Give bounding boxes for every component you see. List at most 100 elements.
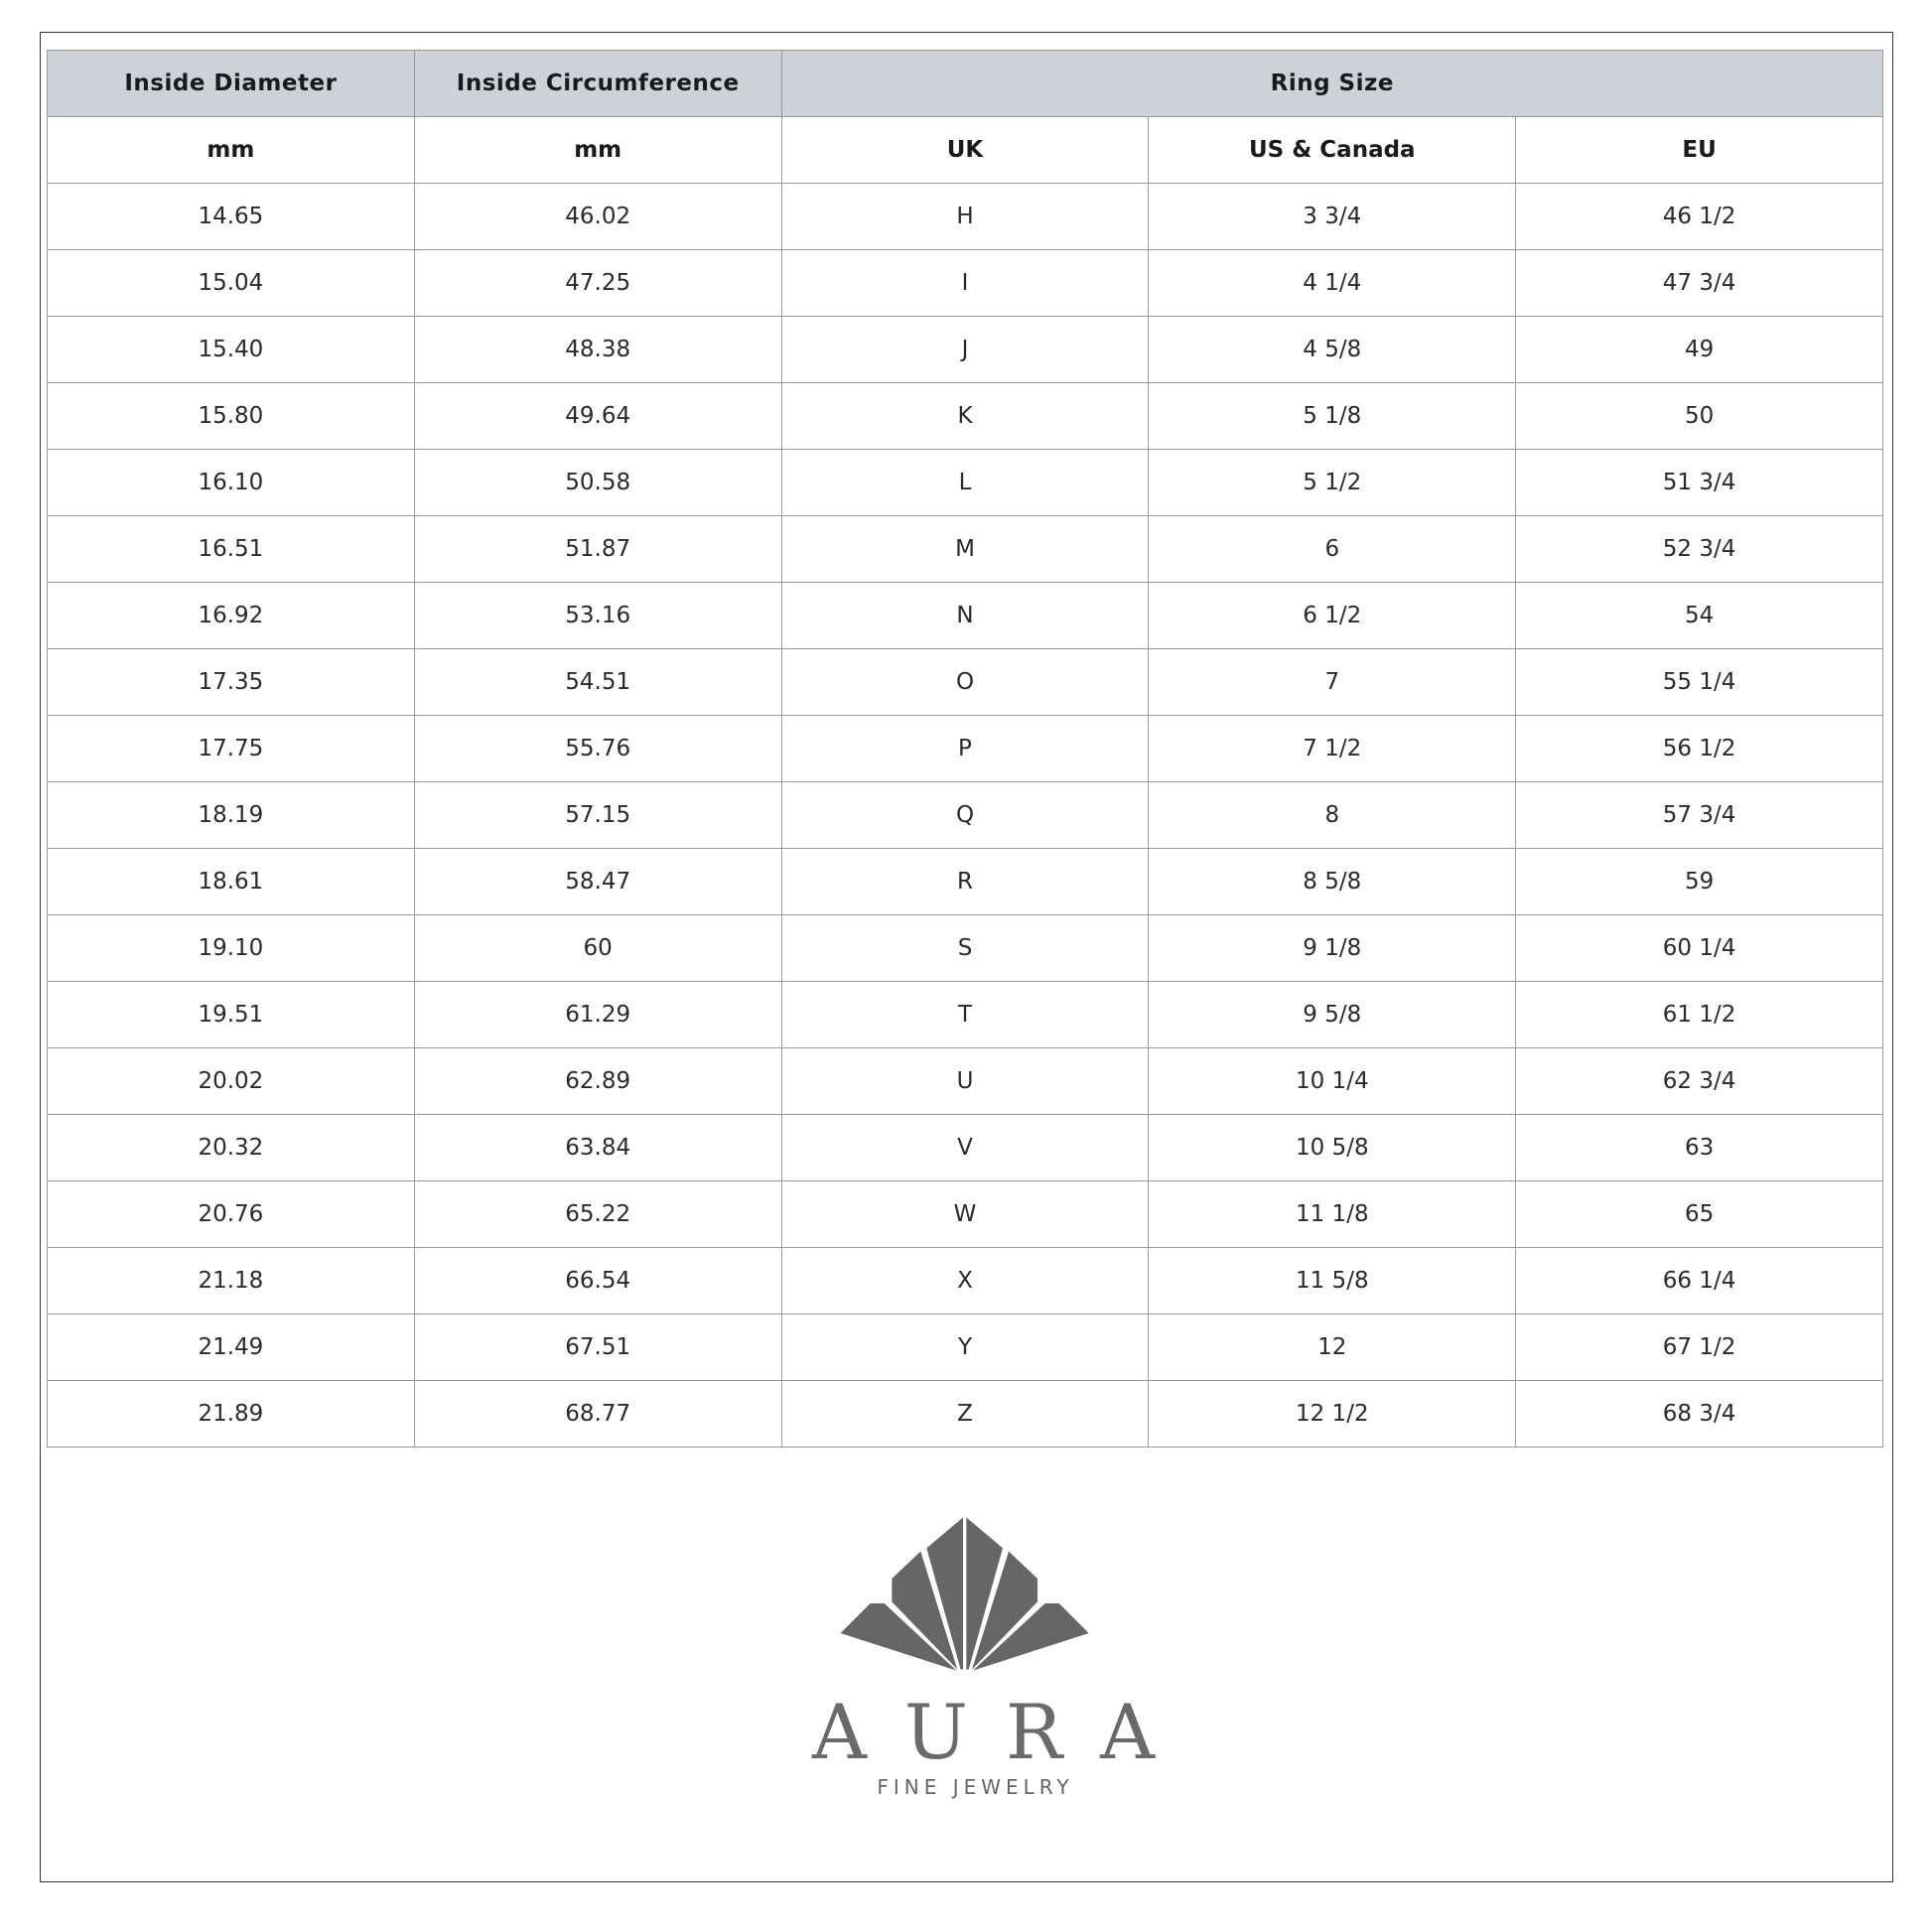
cell-eu-size: 60 1/4 xyxy=(1515,914,1883,982)
cell-inside-diameter: 21.18 xyxy=(47,1247,415,1314)
table-row: 21.49 67.51 Y 12 67 1/2 xyxy=(47,1313,1883,1381)
table-row: 19.51 61.29 T 9 5/8 61 1/2 xyxy=(47,981,1883,1048)
table-row: 16.10 50.58 L 5 1/2 51 3/4 xyxy=(47,449,1883,516)
cell-inside-circumference: 46.02 xyxy=(413,183,782,250)
cell-us-canada-size: 11 5/8 xyxy=(1148,1247,1517,1314)
cell-eu-size: 49 xyxy=(1515,316,1883,383)
table-row: 18.61 58.47 R 8 5/8 59 xyxy=(47,848,1883,915)
page-frame xyxy=(40,32,1893,1882)
cell-inside-diameter: 16.51 xyxy=(47,515,415,583)
subheader-us-canada: US & Canada xyxy=(1148,116,1517,184)
aura-logo-icon xyxy=(840,1517,1089,1671)
table-row: 20.02 62.89 U 10 1/4 62 3/4 xyxy=(47,1047,1883,1115)
cell-inside-diameter: 19.10 xyxy=(47,914,415,982)
cell-inside-circumference: 47.25 xyxy=(413,249,782,317)
cell-us-canada-size: 7 1/2 xyxy=(1148,715,1517,782)
cell-inside-circumference: 58.47 xyxy=(413,848,782,915)
cell-inside-diameter: 16.92 xyxy=(47,582,415,649)
cell-uk-size: J xyxy=(780,316,1150,383)
cell-inside-circumference: 60 xyxy=(413,914,782,982)
cell-eu-size: 51 3/4 xyxy=(1515,449,1883,516)
cell-eu-size: 65 xyxy=(1515,1180,1883,1248)
cell-eu-size: 52 3/4 xyxy=(1515,515,1883,583)
table-row: 21.18 66.54 X 11 5/8 66 1/4 xyxy=(47,1247,1883,1314)
cell-us-canada-size: 5 1/2 xyxy=(1148,449,1517,516)
cell-us-canada-size: 9 5/8 xyxy=(1148,981,1517,1048)
brand-tagline: FINE JEWELRY xyxy=(877,1775,1074,1799)
cell-eu-size: 66 1/4 xyxy=(1515,1247,1883,1314)
cell-eu-size: 68 3/4 xyxy=(1515,1380,1883,1448)
cell-eu-size: 50 xyxy=(1515,382,1883,450)
cell-eu-size: 55 1/4 xyxy=(1515,648,1883,716)
cell-eu-size: 63 xyxy=(1515,1114,1883,1181)
cell-inside-diameter: 15.80 xyxy=(47,382,415,450)
cell-uk-size: I xyxy=(780,249,1150,317)
cell-uk-size: W xyxy=(780,1180,1150,1248)
cell-inside-diameter: 20.02 xyxy=(47,1047,415,1115)
cell-inside-diameter: 20.32 xyxy=(47,1114,415,1181)
header-ring-size: Ring Size xyxy=(780,50,1884,117)
cell-inside-circumference: 48.38 xyxy=(413,316,782,383)
cell-inside-circumference: 55.76 xyxy=(413,715,782,782)
table-row: 18.19 57.15 Q 8 57 3/4 xyxy=(47,781,1883,849)
table-row: 15.04 47.25 I 4 1/4 47 3/4 xyxy=(47,249,1883,317)
table-row: 19.10 60 S 9 1/8 60 1/4 xyxy=(47,914,1883,982)
cell-uk-size: L xyxy=(780,449,1150,516)
table-row: 21.89 68.77 Z 12 1/2 68 3/4 xyxy=(47,1380,1883,1448)
cell-inside-circumference: 51.87 xyxy=(413,515,782,583)
cell-inside-circumference: 62.89 xyxy=(413,1047,782,1115)
cell-inside-circumference: 66.54 xyxy=(413,1247,782,1314)
cell-inside-diameter: 20.76 xyxy=(47,1180,415,1248)
cell-eu-size: 47 3/4 xyxy=(1515,249,1883,317)
cell-inside-circumference: 53.16 xyxy=(413,582,782,649)
cell-uk-size: V xyxy=(780,1114,1150,1181)
cell-uk-size: H xyxy=(780,183,1150,250)
cell-inside-circumference: 63.84 xyxy=(413,1114,782,1181)
cell-us-canada-size: 4 1/4 xyxy=(1148,249,1517,317)
table-row: 16.51 51.87 M 6 52 3/4 xyxy=(47,515,1883,583)
cell-uk-size: Q xyxy=(780,781,1150,849)
table-row: 15.40 48.38 J 4 5/8 49 xyxy=(47,316,1883,383)
cell-eu-size: 59 xyxy=(1515,848,1883,915)
header-inside-diameter: Inside Diameter xyxy=(47,50,415,117)
cell-inside-diameter: 17.75 xyxy=(47,715,415,782)
table-row: 14.65 46.02 H 3 3/4 46 1/2 xyxy=(47,183,1883,250)
cell-uk-size: Y xyxy=(780,1313,1150,1381)
subheader-uk: UK xyxy=(780,116,1150,184)
cell-uk-size: S xyxy=(780,914,1150,982)
cell-us-canada-size: 12 xyxy=(1148,1313,1517,1381)
cell-inside-diameter: 21.49 xyxy=(47,1313,415,1381)
subheader-mm: mm xyxy=(47,116,415,184)
cell-inside-diameter: 18.19 xyxy=(47,781,415,849)
cell-eu-size: 57 3/4 xyxy=(1515,781,1883,849)
subheader-row: mm mm UK US & Canada EU xyxy=(47,116,1883,184)
cell-eu-size: 56 1/2 xyxy=(1515,715,1883,782)
cell-us-canada-size: 5 1/8 xyxy=(1148,382,1517,450)
cell-inside-circumference: 65.22 xyxy=(413,1180,782,1248)
cell-us-canada-size: 11 1/8 xyxy=(1148,1180,1517,1248)
table-row: 20.32 63.84 V 10 5/8 63 xyxy=(47,1114,1883,1181)
subheader-eu: EU xyxy=(1515,116,1883,184)
cell-uk-size: O xyxy=(780,648,1150,716)
cell-inside-diameter: 18.61 xyxy=(47,848,415,915)
cell-uk-size: K xyxy=(780,382,1150,450)
cell-us-canada-size: 8 5/8 xyxy=(1148,848,1517,915)
cell-uk-size: R xyxy=(780,848,1150,915)
cell-us-canada-size: 7 xyxy=(1148,648,1517,716)
cell-eu-size: 61 1/2 xyxy=(1515,981,1883,1048)
table-row: 17.75 55.76 P 7 1/2 56 1/2 xyxy=(47,715,1883,782)
cell-uk-size: P xyxy=(780,715,1150,782)
cell-inside-diameter: 14.65 xyxy=(47,183,415,250)
cell-eu-size: 54 xyxy=(1515,582,1883,649)
cell-inside-circumference: 49.64 xyxy=(413,382,782,450)
cell-inside-circumference: 57.15 xyxy=(413,781,782,849)
cell-eu-size: 62 3/4 xyxy=(1515,1047,1883,1115)
cell-inside-circumference: 50.58 xyxy=(413,449,782,516)
table-row: 15.80 49.64 K 5 1/8 50 xyxy=(47,382,1883,450)
header-row: Inside Diameter Inside Circumference Rin… xyxy=(47,50,1884,117)
cell-us-canada-size: 6 xyxy=(1148,515,1517,583)
cell-us-canada-size: 3 3/4 xyxy=(1148,183,1517,250)
cell-us-canada-size: 4 5/8 xyxy=(1148,316,1517,383)
cell-inside-diameter: 15.04 xyxy=(47,249,415,317)
cell-us-canada-size: 12 1/2 xyxy=(1148,1380,1517,1448)
